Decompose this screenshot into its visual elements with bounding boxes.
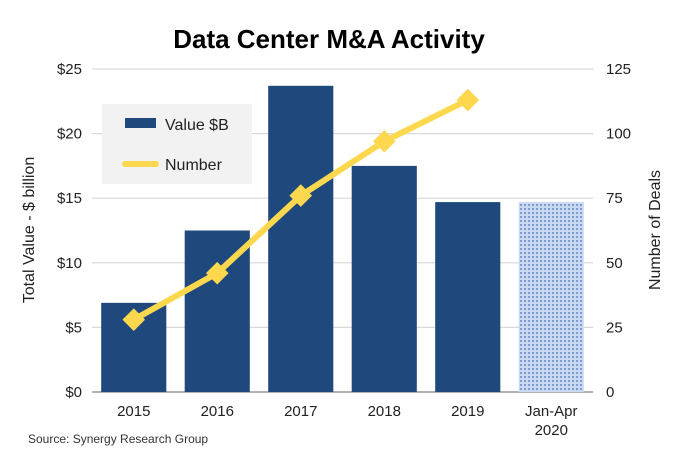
y2-tick-label: 75 (606, 190, 623, 207)
legend-label-value: Value $B (165, 117, 229, 134)
y-tick-label: $10 (57, 255, 82, 272)
x-tick-label: 2020 (535, 422, 568, 439)
bar (351, 165, 417, 392)
bar (268, 85, 334, 393)
x-tick-label: 2017 (284, 403, 317, 420)
legend-swatch-value (125, 118, 156, 128)
y-tick-label: $15 (57, 190, 82, 207)
y-tick-label: $0 (65, 384, 82, 401)
line-series (122, 88, 480, 331)
line-marker (456, 88, 480, 112)
bar (435, 202, 501, 392)
x-tick-label: 2016 (201, 403, 234, 420)
x-axis-ticks: 2015 2016 2017 2018 2019 Jan-Apr 2020 (117, 403, 577, 439)
x-tick-label: Jan-Apr (525, 403, 578, 420)
y2-axis-ticks: 0 25 50 75 100 125 (606, 61, 631, 401)
legend: Value $B Number (102, 104, 252, 184)
y2-tick-label: 50 (606, 255, 623, 272)
y2-tick-label: 0 (606, 384, 614, 401)
y2-tick-label: 25 (606, 319, 623, 336)
y-axis-ticks: $0 $5 $10 $15 $20 $25 (57, 61, 82, 401)
y2-tick-label: 125 (606, 61, 631, 78)
y-tick-label: $20 (57, 126, 82, 143)
chart-title: Data Center M&A Activity (173, 24, 485, 54)
y2-axis-label: Number of Deals (647, 170, 664, 290)
bar (518, 202, 584, 392)
source-note: Source: Synergy Research Group (28, 432, 208, 446)
legend-label-number: Number (165, 157, 223, 174)
x-tick-label: 2019 (451, 403, 484, 420)
y-tick-label: $25 (57, 61, 82, 78)
y-axis-label: Total Value - $ billion (21, 157, 38, 303)
y2-tick-label: 100 (606, 126, 631, 143)
bars (101, 85, 584, 393)
legend-box (102, 104, 252, 184)
x-tick-label: 2018 (368, 403, 401, 420)
x-tick-label: 2015 (117, 403, 150, 420)
y-tick-label: $5 (65, 319, 82, 336)
bar (184, 230, 250, 392)
